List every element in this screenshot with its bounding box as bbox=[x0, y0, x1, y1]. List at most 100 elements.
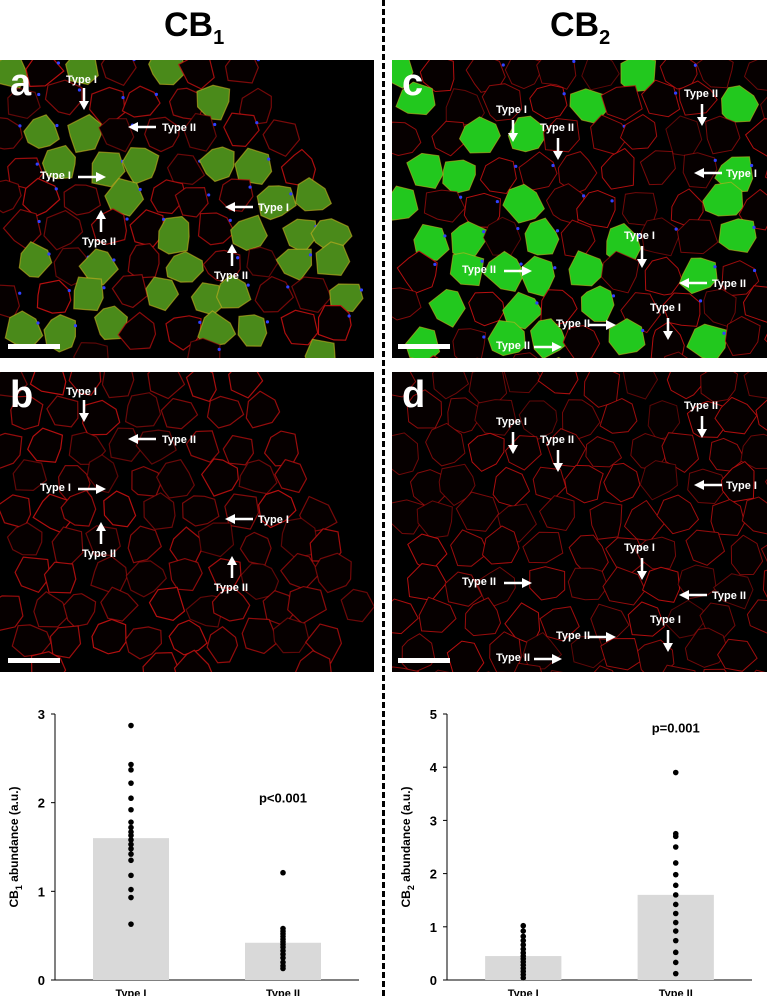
data-point bbox=[128, 762, 134, 768]
arrow-up-icon bbox=[226, 556, 238, 578]
data-point bbox=[128, 921, 134, 927]
fiber-type-label: Type II bbox=[540, 122, 574, 134]
arrow-left-icon bbox=[128, 121, 156, 133]
muscle-fiber bbox=[686, 530, 725, 565]
nucleus-dot bbox=[18, 124, 21, 127]
muscle-fiber bbox=[392, 433, 418, 475]
panel-c-letter: c bbox=[402, 64, 423, 102]
arrow-right-icon bbox=[534, 653, 562, 665]
muscle-fiber bbox=[263, 120, 299, 156]
muscle-fiber bbox=[28, 428, 63, 462]
muscle-fiber bbox=[530, 85, 567, 119]
muscle-fiber bbox=[408, 564, 447, 601]
nucleus-dot bbox=[267, 158, 270, 161]
nucleus-dot bbox=[699, 299, 702, 302]
muscle-fiber bbox=[132, 467, 161, 497]
fiber-type-label: Type I bbox=[496, 104, 527, 116]
fiber-type-label: Type I bbox=[726, 480, 757, 492]
data-point bbox=[673, 920, 679, 926]
arrow-left-icon bbox=[225, 513, 253, 525]
fiber-type-label: Type II bbox=[540, 434, 574, 446]
nucleus-dot bbox=[155, 93, 158, 96]
muscle-fiber bbox=[128, 526, 161, 563]
arrow-down-icon bbox=[696, 104, 708, 126]
data-point bbox=[128, 723, 134, 729]
muscle-fiber bbox=[525, 218, 559, 255]
arrow-right-icon bbox=[504, 265, 532, 277]
muscle-fiber bbox=[538, 372, 578, 394]
fiber-type-label: Type II bbox=[556, 630, 590, 642]
arrow-left-icon bbox=[128, 433, 156, 445]
nucleus-dot bbox=[102, 286, 105, 289]
nucleus-dot bbox=[610, 199, 613, 202]
nucleus-dot bbox=[57, 61, 60, 64]
muscle-fiber bbox=[179, 60, 215, 89]
muscle-fiber bbox=[625, 501, 665, 541]
muscle-fiber bbox=[586, 437, 622, 467]
muscle-fiber bbox=[200, 147, 235, 182]
muscle-fiber bbox=[223, 436, 253, 465]
muscle-fiber bbox=[199, 213, 235, 245]
arrow-up-icon bbox=[226, 244, 238, 266]
nucleus-dot bbox=[556, 229, 559, 232]
fiber-type-label: Type I bbox=[40, 482, 71, 494]
fiber-type-label: Type I bbox=[40, 170, 71, 182]
nucleus-dot bbox=[125, 217, 128, 220]
muscle-fiber bbox=[8, 523, 42, 555]
y-tick-label: 2 bbox=[38, 796, 45, 811]
nucleus-dot bbox=[36, 162, 39, 165]
muscle-fiber bbox=[480, 158, 516, 194]
muscle-fiber bbox=[104, 491, 136, 527]
muscle-fiber bbox=[44, 211, 83, 250]
fiber-type-label: Type I bbox=[66, 386, 97, 398]
nucleus-dot bbox=[55, 124, 58, 127]
muscle-fiber bbox=[246, 391, 279, 428]
data-point bbox=[673, 834, 679, 840]
arrow-right-icon bbox=[78, 171, 106, 183]
muscle-fiber bbox=[112, 275, 147, 308]
fiber-type-label: Type II bbox=[162, 122, 196, 134]
muscle-fiber bbox=[746, 119, 767, 158]
muscle-fiber bbox=[537, 60, 576, 89]
muscle-fiber bbox=[601, 639, 641, 670]
y-tick-label: 3 bbox=[38, 707, 45, 722]
muscle-fiber bbox=[624, 372, 658, 399]
nucleus-dot bbox=[713, 265, 716, 268]
muscle-fiber bbox=[744, 670, 767, 672]
bar-type-ii bbox=[638, 895, 714, 980]
panel-c-fibers bbox=[392, 60, 767, 358]
data-point bbox=[520, 923, 526, 929]
muscle-fiber bbox=[341, 589, 374, 621]
data-point bbox=[673, 938, 679, 944]
muscle-fiber bbox=[565, 465, 604, 502]
muscle-fiber bbox=[604, 463, 640, 501]
nucleus-dot bbox=[38, 220, 41, 223]
nucleus-dot bbox=[207, 193, 210, 196]
cb1-column-title: CB1 bbox=[164, 6, 224, 50]
muscle-fiber bbox=[37, 280, 70, 313]
panel-d-letter: d bbox=[402, 376, 425, 414]
nucleus-dot bbox=[218, 348, 221, 351]
data-point bbox=[673, 911, 679, 917]
data-point bbox=[128, 819, 134, 825]
data-point bbox=[280, 870, 286, 876]
fiber-type-label: Type II bbox=[712, 590, 746, 602]
panel-d-scalebar bbox=[398, 658, 450, 663]
muscle-fiber bbox=[744, 372, 767, 399]
nucleus-dot bbox=[752, 226, 755, 229]
fiber-type-label: Type I bbox=[726, 168, 757, 180]
nucleus-dot bbox=[68, 289, 71, 292]
arrow-down-icon bbox=[552, 138, 564, 160]
muscle-fiber bbox=[429, 289, 465, 327]
muscle-fiber bbox=[493, 467, 529, 506]
muscle-fiber bbox=[719, 219, 756, 253]
muscle-fiber bbox=[12, 625, 51, 657]
fiber-type-label: Type II bbox=[496, 652, 530, 664]
nucleus-dot bbox=[121, 96, 124, 99]
muscle-fiber bbox=[187, 372, 217, 401]
data-point bbox=[673, 892, 679, 898]
muscle-fiber bbox=[238, 315, 267, 346]
cb2-column-title: CB2 bbox=[550, 6, 610, 50]
muscle-fiber bbox=[540, 496, 575, 531]
nucleus-dot bbox=[229, 219, 232, 222]
